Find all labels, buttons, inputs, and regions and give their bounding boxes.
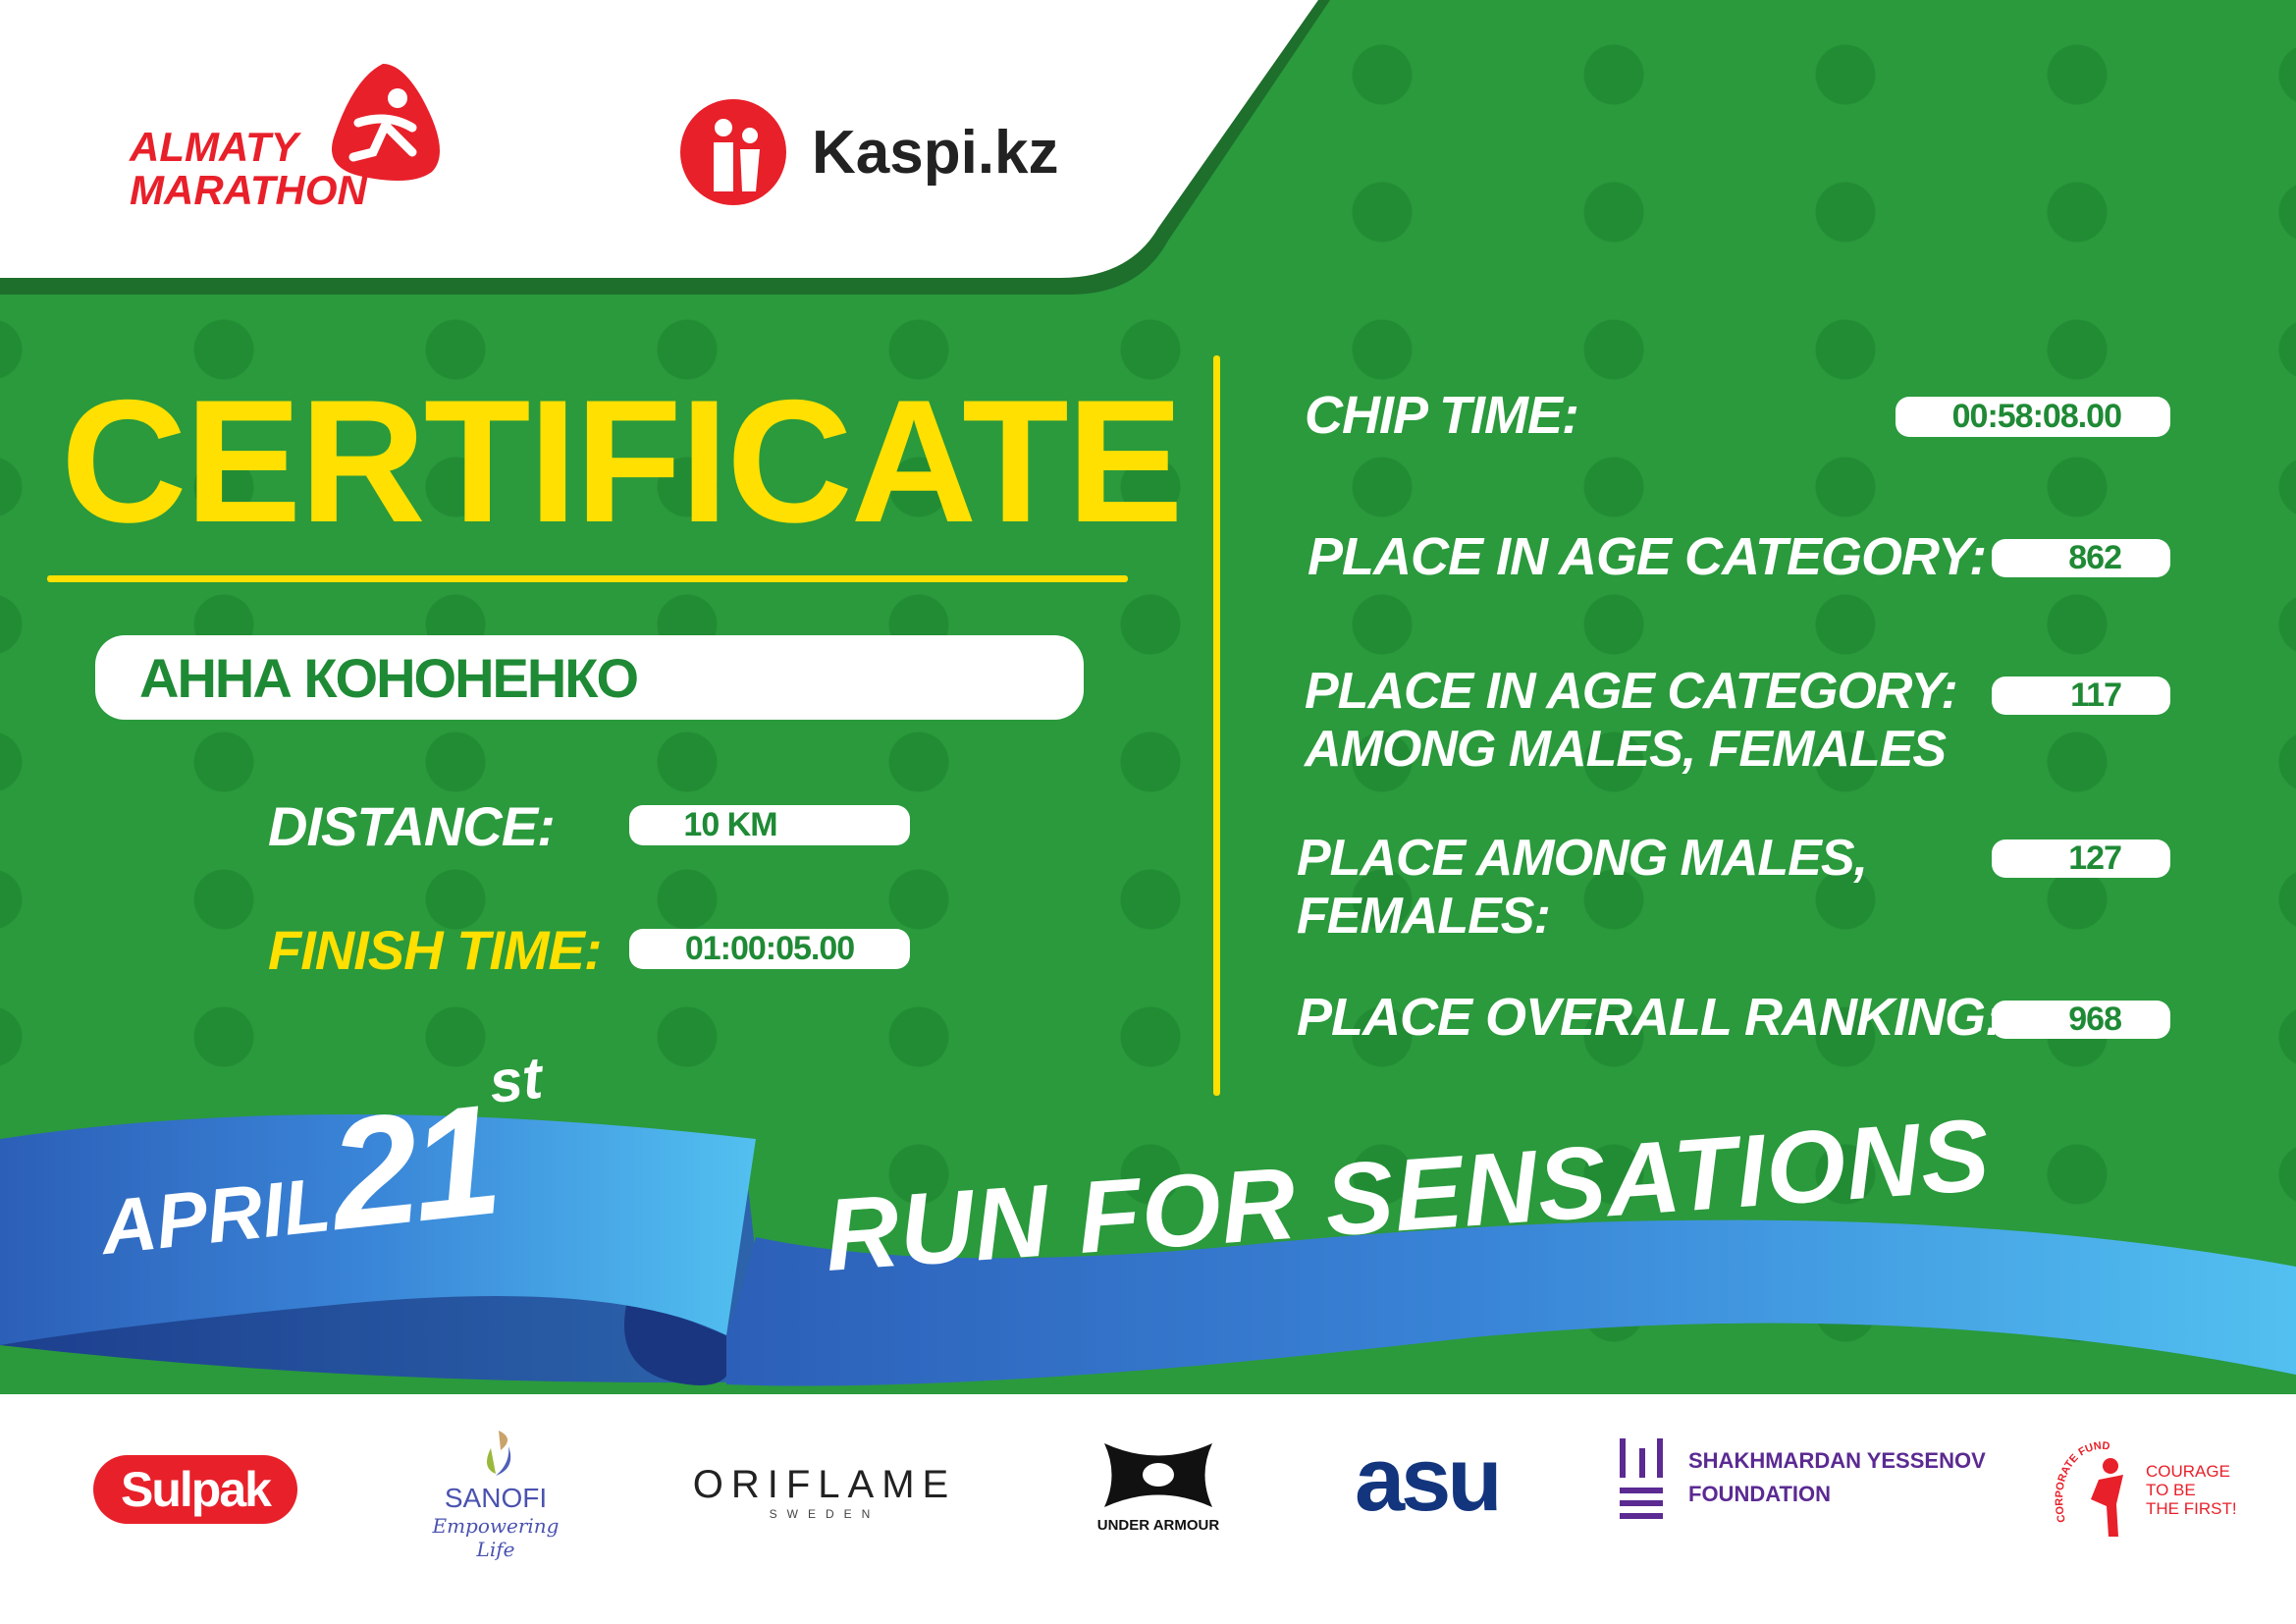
overall-ranking-label: PLACE OVERALL RANKING:: [1297, 988, 2002, 1047]
courage-fund-icon: CORPORATE FUND: [2054, 1440, 2123, 1537]
logo-line-2: MARATHON: [130, 167, 367, 213]
gender-place-label: PLACE AMONG MALES, FEMALES:: [1297, 830, 1868, 946]
sanofi-text: SANOFI: [444, 1483, 548, 1513]
oriflame-logo: ORIFLAME SWEDEN: [692, 1463, 957, 1521]
sanofi-icon: [487, 1431, 511, 1476]
label-line: AMONG MALES, FEMALES: [1305, 721, 1947, 779]
certificate-title: CERTIFICATE: [61, 363, 1184, 559]
label-line: FEMALES:: [1297, 888, 1551, 946]
under-armour-icon: [1104, 1443, 1212, 1507]
ribbon-banner: [0, 1114, 2296, 1386]
oriflame-text: ORIFLAME: [692, 1463, 957, 1506]
courage-line: THE FIRST!: [2146, 1499, 2237, 1518]
participant-name: АННА КОНОНЕНКО: [139, 646, 639, 709]
logo-line-1: ALMATY: [130, 124, 298, 170]
kaspi-logo: Kaspi.kz: [679, 98, 1059, 206]
courage-fund-logo: CORPORATE FUND COURAGE TO BE THE FIRST!: [2052, 1438, 2237, 1542]
yessenov-foundation-logo: SHAKHMARDAN YESSENOV FOUNDATION: [1618, 1434, 1986, 1522]
under-armour-text: UNDER ARMOUR: [1096, 1517, 1220, 1534]
date-month: APRIL: [96, 1161, 335, 1272]
distance-label: DISTANCE:: [268, 795, 556, 857]
finish-time-value: 01:00:05.00: [629, 929, 910, 969]
label-line: PLACE IN AGE CATEGORY:: [1305, 663, 1958, 720]
title-underline: [47, 575, 1128, 582]
courage-line: TO BE: [2146, 1481, 2196, 1499]
oriflame-tagline: SWEDEN: [769, 1507, 881, 1521]
date-suffix: st: [486, 1044, 546, 1116]
vertical-divider: [1213, 355, 1220, 1096]
date-day: 21: [322, 1070, 503, 1264]
almaty-marathon-logo: ALMATY MARATHON: [128, 59, 461, 226]
overall-ranking-value: 968: [1992, 1001, 2170, 1039]
age-category-value: 862: [1992, 539, 2170, 577]
yessenov-icon: [1620, 1438, 1663, 1519]
sanofi-logo: SANOFI Empowering Life: [412, 1429, 579, 1561]
courage-line: COURAGE: [2146, 1462, 2230, 1481]
sulpak-text: Sulpak: [121, 1462, 272, 1517]
kaspi-icon: [680, 99, 786, 205]
kaspi-wordmark: Kaspi.kz: [812, 118, 1059, 187]
distance-value: 10 KM: [629, 805, 910, 845]
finish-time-label: FINISH TIME:: [268, 919, 603, 981]
runner-icon: [332, 64, 440, 181]
yessenov-text: SHAKHMARDAN YESSENOV: [1688, 1448, 1986, 1473]
under-armour-logo: UNDER ARMOUR: [1075, 1438, 1242, 1534]
gender-place-value: 127: [1992, 839, 2170, 878]
chip-time-label: CHIP TIME:: [1305, 386, 1579, 445]
age-category-gender-value: 117: [1992, 677, 2170, 715]
age-category-gender-label: PLACE IN AGE CATEGORY: AMONG MALES, FEMA…: [1305, 663, 1958, 779]
sulpak-logo: Sulpak: [93, 1455, 297, 1524]
age-category-label: PLACE IN AGE CATEGORY:: [1308, 527, 1987, 586]
label-line: PLACE AMONG MALES,: [1297, 830, 1868, 887]
yessenov-tagline: FOUNDATION: [1688, 1482, 1832, 1506]
sanofi-tagline: Empowering Life: [432, 1514, 560, 1561]
asu-logo: asu: [1355, 1430, 1503, 1530]
header-panel: [0, 0, 1330, 295]
participant-name-field: АННА КОНОНЕНКО: [95, 635, 1084, 720]
chip-time-value: 00:58:08.00: [1896, 397, 2170, 437]
